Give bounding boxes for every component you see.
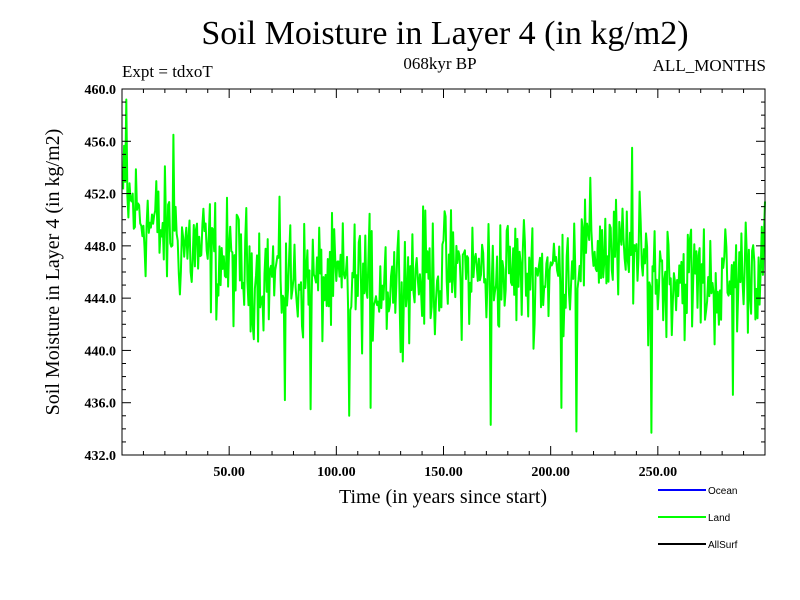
x-tick-label: 200.00 xyxy=(531,465,570,480)
legend: Ocean Land AllSurf xyxy=(658,486,738,551)
ticks-layer: 432.0 436.0 440.0 444.0 448.0 452.0 456.0 460.0… xyxy=(85,83,765,480)
x-tick-label: 100.00 xyxy=(317,465,356,480)
x-tick-label: 150.00 xyxy=(424,465,463,480)
months-label: ALL_MONTHS xyxy=(652,56,766,75)
y-tick-label: 436.0 xyxy=(85,397,117,412)
legend-label-allsurf: AllSurf xyxy=(708,540,738,551)
x-tick-label: 50.00 xyxy=(213,465,245,480)
chart-subtitle: 068kyr BP xyxy=(403,54,477,73)
y-axis-label: Soil Moisture in Layer 4 (in kg/m2) xyxy=(42,129,64,416)
y-tick-label: 448.0 xyxy=(85,240,117,255)
series-line-land xyxy=(122,98,766,434)
chart-title: Soil Moisture in Layer 4 (in kg/m2) xyxy=(201,15,689,52)
y-tick-label: 432.0 xyxy=(85,449,117,464)
series-layer xyxy=(122,98,766,434)
y-tick-label: 444.0 xyxy=(85,292,117,307)
y-tick-label: 452.0 xyxy=(85,188,117,203)
x-tick-label: 250.00 xyxy=(639,465,678,480)
legend-label-ocean: Ocean xyxy=(708,486,737,497)
experiment-label: Expt = tdxoT xyxy=(122,62,213,81)
y-tick-label: 440.0 xyxy=(85,344,117,359)
y-tick-label: 456.0 xyxy=(85,135,117,150)
legend-label-land: Land xyxy=(708,513,730,524)
y-tick-label: 460.0 xyxy=(85,83,117,98)
x-axis-label: Time (in years since start) xyxy=(339,486,547,508)
